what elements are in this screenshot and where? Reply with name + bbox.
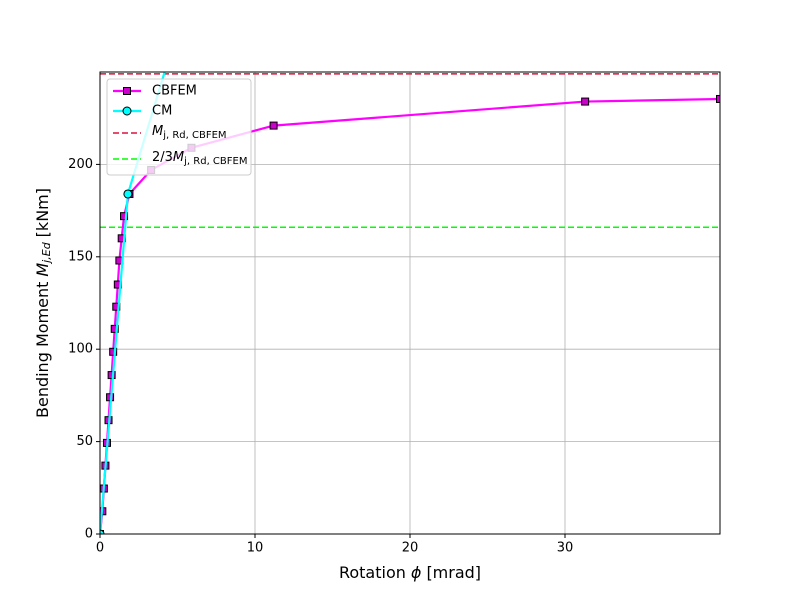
y-tick-label: 150 <box>68 249 93 264</box>
legend-box <box>106 78 252 176</box>
marker <box>167 46 175 54</box>
x-tick-label: 0 <box>96 541 104 556</box>
legend-marker <box>122 106 132 116</box>
y-label-unit: [kNm] <box>33 188 52 237</box>
legend-label: CBFEM <box>152 84 197 99</box>
legend-marker <box>123 87 131 95</box>
y-tick-label: 100 <box>68 342 93 357</box>
x-tick-label: 20 <box>402 541 419 556</box>
marker <box>110 324 119 333</box>
legend-label-sub: j, Rd, CBFEM <box>183 156 247 167</box>
legend-label: 2/3Mj, Rd, CBFEM <box>152 150 247 168</box>
marker <box>123 189 133 199</box>
marker <box>581 97 590 106</box>
marker <box>107 371 116 380</box>
marker <box>112 302 121 311</box>
y-label-symbol: M <box>33 263 52 277</box>
x-label-unit: [mrad] <box>426 563 481 582</box>
y-label-sub: j,Ed <box>40 241 53 265</box>
marker <box>100 529 105 534</box>
y-axis-label: Bending Moment Mj,Ed [kNm] <box>33 188 54 418</box>
legend-label: Mj, Rd, CBFEM <box>152 124 227 142</box>
marker <box>120 212 129 221</box>
x-label-symbol: ϕ <box>411 563 422 582</box>
marker <box>109 347 118 356</box>
y-tick-label: 50 <box>76 434 93 449</box>
y-label-text: Bending Moment <box>33 282 52 418</box>
legend-label-pre: 2/3 <box>152 150 173 165</box>
legend-label-symbol: M <box>173 150 184 165</box>
legend-label-sub: j, Rd, CBFEM <box>162 130 226 141</box>
plot-frame <box>99 71 721 535</box>
x-label-text: Rotation <box>339 563 406 582</box>
y-tick-label: 0 <box>85 527 93 542</box>
marker <box>269 121 278 130</box>
legend-label: CM <box>152 104 172 119</box>
x-axis-label: Rotation ϕ [mrad] <box>339 563 481 582</box>
x-tick-label: 30 <box>557 541 574 556</box>
y-tick-label: 200 <box>68 157 93 172</box>
legend-label-symbol: M <box>152 124 163 139</box>
marker <box>716 94 720 103</box>
x-tick-label: 10 <box>247 541 264 556</box>
